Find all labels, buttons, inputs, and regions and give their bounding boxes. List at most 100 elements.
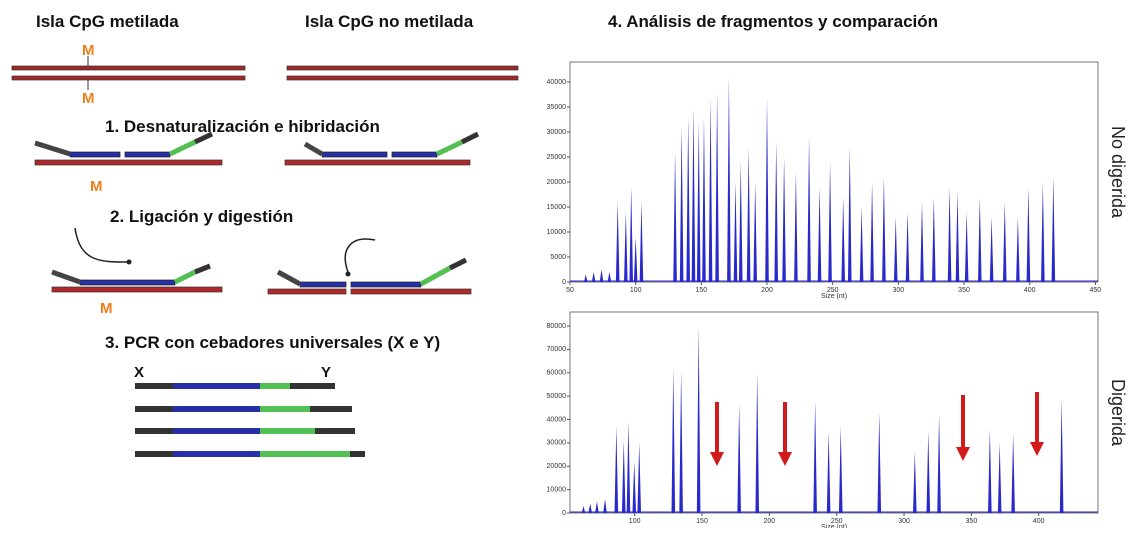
peak: [680, 127, 684, 282]
x-tick-label: 350: [958, 287, 970, 294]
segment: [260, 451, 350, 457]
amplicons: [135, 383, 365, 457]
peak: [990, 217, 994, 282]
peak: [709, 97, 713, 282]
strand: [287, 76, 518, 80]
y-tick-label: 80000: [547, 323, 567, 330]
probe: [70, 152, 120, 157]
x-tick-label: 450: [1090, 287, 1102, 294]
segment: [135, 383, 173, 389]
peak: [627, 422, 631, 513]
peak: [608, 272, 612, 282]
probe: [125, 152, 170, 157]
tail: [195, 266, 210, 272]
y-tick-label: 25000: [547, 154, 567, 161]
peak: [686, 117, 690, 282]
peak: [894, 217, 898, 282]
heading: Isla CpG no metilada: [305, 12, 474, 31]
x-tick-label: 50: [566, 287, 574, 294]
strand: [287, 66, 518, 70]
arrow-head: [1030, 442, 1044, 456]
y-tick-label: 50000: [547, 393, 567, 400]
peak: [753, 182, 757, 282]
peak: [818, 187, 822, 282]
y-tick-label: 10000: [547, 486, 567, 493]
peak: [622, 441, 626, 513]
step-title: 1. Desnaturalización e hibridación: [105, 117, 380, 136]
peak: [998, 443, 1002, 513]
peak: [1052, 177, 1056, 282]
y-tick-label: 10000: [547, 229, 567, 236]
peak: [870, 182, 874, 282]
tail: [305, 144, 322, 154]
segment: [260, 406, 310, 412]
tail: [35, 143, 70, 154]
peak: [697, 326, 701, 513]
figure: Isla CpG metilada Isla CpG no metilada 4…: [0, 0, 1129, 528]
peak: [616, 202, 620, 282]
peak: [747, 147, 751, 282]
peak: [634, 237, 638, 282]
peak: [692, 107, 696, 282]
peak: [637, 443, 641, 513]
arrow-head: [956, 447, 970, 461]
peak: [582, 506, 586, 513]
probe: [300, 282, 346, 287]
y-tick-label: 30000: [547, 129, 567, 136]
y-tick-label: 60000: [547, 370, 567, 377]
heading: Isla CpG metilada: [36, 12, 179, 31]
segment: [260, 428, 315, 434]
peak: [774, 142, 778, 282]
peak: [615, 427, 619, 513]
peak: [755, 373, 759, 513]
tail: [175, 272, 195, 282]
x-tick-label: 100: [629, 518, 641, 525]
segment: [350, 451, 365, 457]
segment: [290, 383, 335, 389]
strand: [52, 287, 222, 292]
peak: [813, 401, 817, 513]
y-tick-label: 20000: [547, 463, 567, 470]
peak: [584, 275, 588, 283]
segment: [315, 428, 355, 434]
panel-label: Digerida: [1108, 379, 1128, 447]
peak: [827, 431, 831, 513]
tail: [462, 134, 478, 142]
peak: [848, 147, 852, 282]
x-tick-label: 150: [695, 287, 707, 294]
x-tick-label: 400: [1024, 287, 1036, 294]
peak: [1041, 182, 1045, 282]
peak: [782, 157, 786, 282]
y-tick-label: 35000: [547, 104, 567, 111]
primer-label: X: [134, 364, 144, 381]
arrow-head: [710, 452, 724, 466]
y-tick-label: 40000: [547, 416, 567, 423]
peak: [697, 122, 701, 282]
methyl-mark: M: [82, 42, 95, 59]
peak: [839, 427, 843, 513]
step-title: 2. Ligación y digestión: [110, 207, 293, 226]
probe: [80, 280, 175, 285]
panel-label: No digerida: [1108, 126, 1128, 219]
tail: [52, 272, 80, 282]
peak: [1011, 434, 1015, 513]
peak: [592, 272, 596, 282]
peak: [715, 92, 719, 282]
segment: [135, 428, 173, 434]
y-tick-label: 15000: [547, 204, 567, 211]
segment: [173, 451, 260, 457]
peak: [926, 431, 930, 513]
peak: [1027, 187, 1031, 282]
peak: [672, 368, 676, 513]
peak: [727, 77, 731, 282]
probe: [392, 152, 437, 157]
peak: [588, 504, 592, 513]
arrow-head: [127, 260, 132, 265]
peak: [913, 452, 917, 513]
peak: [860, 207, 864, 282]
arrow-head: [778, 452, 792, 466]
y-tick-label: 40000: [547, 79, 567, 86]
left-diagram: Isla CpG metilada Isla CpG no metilada 4…: [12, 12, 938, 457]
peak: [932, 197, 936, 282]
segment: [173, 383, 260, 389]
